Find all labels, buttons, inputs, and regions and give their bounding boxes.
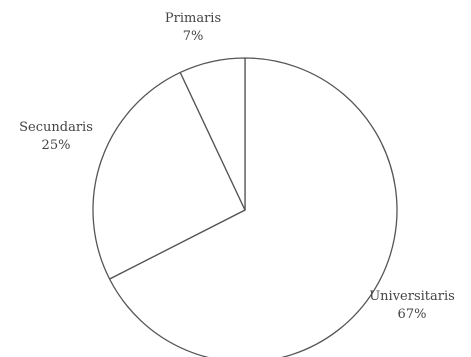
- slice-name-universitaris: Universitaris: [369, 289, 455, 304]
- slice-name-secundaris: Secundaris: [19, 120, 93, 135]
- slice-percent-primaris: 7%: [183, 29, 204, 44]
- pie-labels: Universitaris 67% Secundaris 25% Primaris 7%: [19, 11, 455, 322]
- pie-slice-secundaris: [92, 71, 246, 280]
- pie-slice-primaris: [179, 57, 246, 211]
- slice-percent-secundaris: 25%: [42, 138, 71, 153]
- slice-label-primaris: Primaris 7%: [165, 11, 221, 44]
- pie-slice-universitaris: [108, 57, 398, 357]
- slice-percent-universitaris: 67%: [398, 307, 427, 322]
- slice-name-primaris: Primaris: [165, 11, 221, 26]
- slice-label-secundaris: Secundaris 25%: [19, 120, 93, 153]
- slice-label-universitaris: Universitaris 67%: [369, 289, 455, 322]
- pie-slices: [92, 57, 398, 357]
